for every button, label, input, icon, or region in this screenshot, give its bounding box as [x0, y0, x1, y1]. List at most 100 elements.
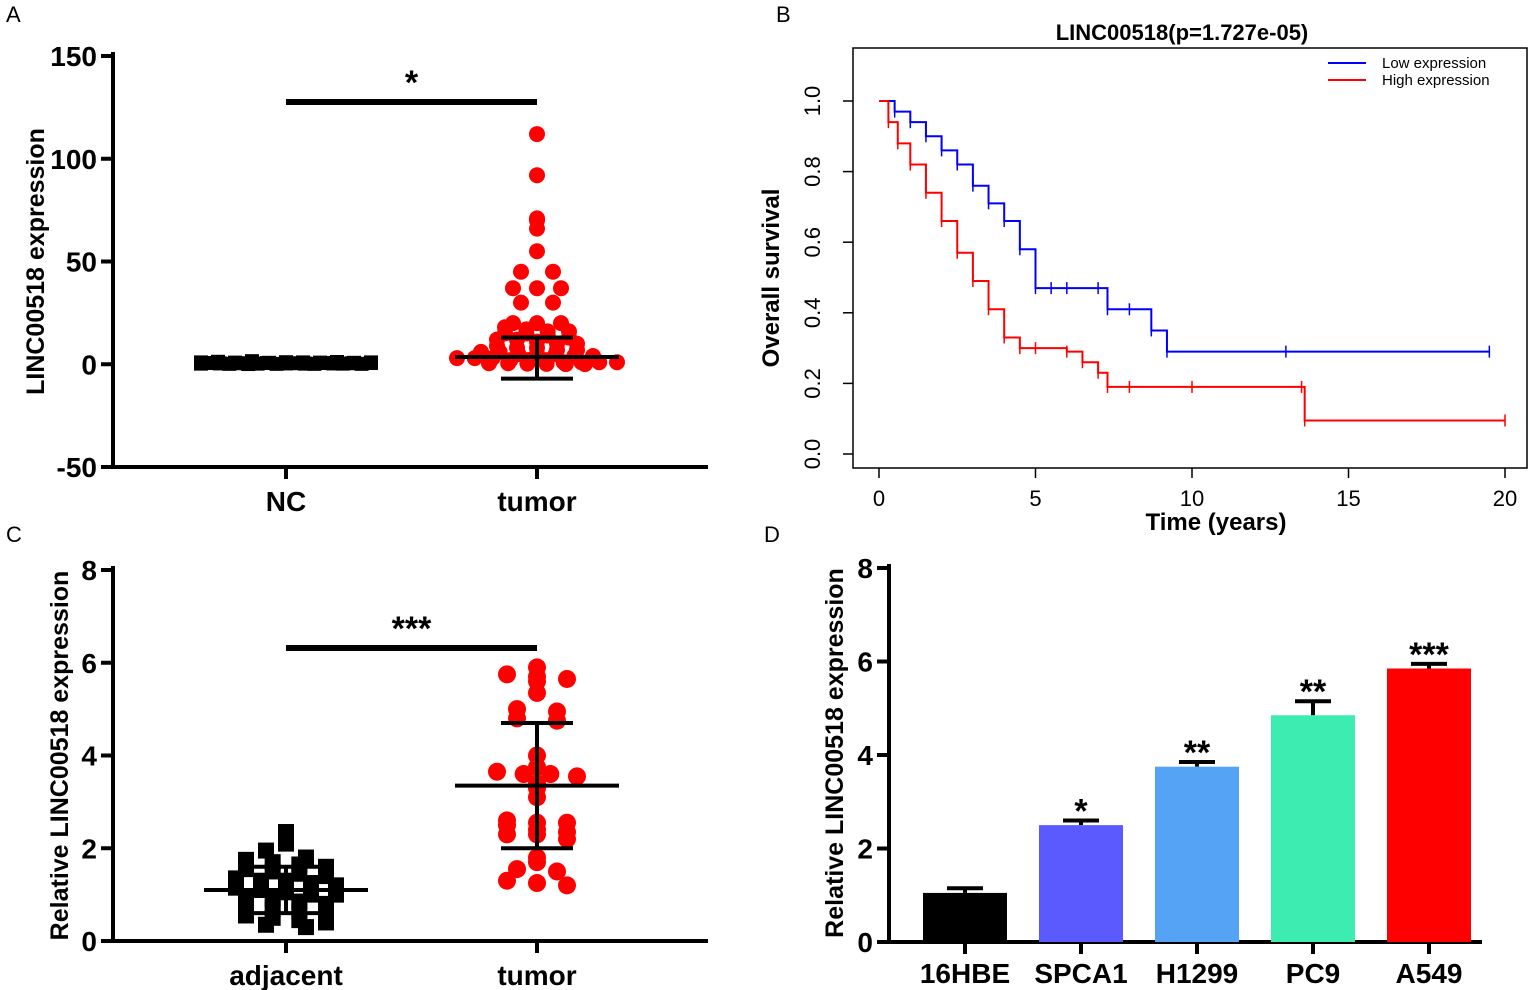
data-point	[568, 767, 586, 786]
bar-a549	[1387, 668, 1471, 942]
data-point	[514, 765, 533, 784]
data-point	[545, 294, 561, 311]
bar-h1299	[1155, 766, 1239, 942]
legend-label: High expression	[1382, 72, 1490, 89]
y-tick-label: -50	[57, 452, 97, 483]
x-tick-label: NC	[266, 486, 306, 517]
y-tick-label: 0.0	[800, 439, 825, 470]
y-tick-label: 2	[81, 833, 97, 864]
x-axis-title: Time (years)	[1146, 509, 1287, 536]
data-point	[513, 294, 529, 311]
panel-a-dot-plot: -50 0 50 100 150 NC tumor LINC00518 expression *	[22, 41, 708, 517]
y-tick-label: 50	[66, 247, 97, 278]
y-tick-label: 8	[857, 553, 873, 584]
y-tick-label: 0	[857, 927, 873, 958]
survival-curve-high	[879, 100, 1505, 422]
data-point	[318, 914, 334, 931]
bar-spca1	[1039, 825, 1123, 942]
data-point	[558, 876, 576, 895]
x-tick-label: PC9	[1286, 958, 1340, 989]
y-tick-label: 150	[50, 41, 97, 72]
data-point	[529, 280, 545, 297]
panel-b-survival-plot: LINC00518(p=1.727e-05) 0 5 10 15 20 0.0 0.2 0.4 0…	[758, 20, 1528, 536]
data-point	[513, 263, 529, 280]
y-axis-title: Relative LINC00518 expression	[821, 568, 849, 938]
panel-label-b: B	[776, 2, 791, 27]
data-point	[558, 669, 576, 688]
survival-curve-low	[879, 100, 1490, 353]
y-tick-label: 0.6	[800, 227, 825, 258]
x-tick-label: 15	[1336, 486, 1360, 511]
data-point	[541, 765, 560, 784]
y-tick-label: 0.2	[800, 368, 825, 399]
data-point	[238, 907, 254, 924]
data-point	[488, 762, 506, 781]
y-tick-label: 8	[81, 555, 97, 586]
data-point	[364, 356, 378, 371]
y-axis-title: Relative LINC00518 expression	[46, 571, 74, 941]
data-point	[528, 683, 546, 702]
significance-label: ***	[1409, 636, 1449, 674]
data-point	[529, 167, 545, 184]
data-point	[553, 280, 569, 297]
x-tick-label: 20	[1493, 486, 1517, 511]
data-point	[498, 825, 516, 844]
y-axis-title: LINC00518 expression	[22, 128, 50, 395]
data-point	[498, 665, 516, 684]
y-tick-label: 0.4	[800, 298, 825, 329]
y-tick-label: 4	[857, 740, 873, 771]
data-point	[529, 220, 545, 237]
data-point	[528, 853, 546, 872]
data-point	[558, 829, 576, 848]
x-tick-label: A549	[1396, 958, 1463, 989]
data-point	[545, 263, 561, 280]
significance-label: *	[405, 64, 419, 102]
y-tick-label: 2	[857, 834, 873, 865]
data-point	[529, 243, 545, 260]
panel-d-bar-chart: 0 2 4 6 8 Relative LINC00518 expression 16HBE S…	[821, 553, 1482, 989]
y-tick-label: 4	[81, 741, 97, 772]
panel-label-d: D	[764, 522, 780, 547]
y-axis-title: Overall survival	[758, 189, 785, 368]
y-tick-label: 6	[857, 647, 873, 678]
panel-label-a: A	[6, 2, 21, 27]
data-point	[577, 356, 593, 373]
data-point	[519, 355, 536, 372]
significance-label: **	[1184, 734, 1211, 772]
bar-pc9	[1271, 715, 1355, 942]
y-tick-label: 0	[81, 926, 97, 957]
data-point	[548, 711, 566, 730]
legend-label: Low expression	[1382, 55, 1486, 72]
data-point	[529, 126, 545, 143]
y-tick-label: 0	[81, 349, 97, 380]
x-tick-label: 16HBE	[920, 958, 1010, 989]
y-tick-label: 100	[50, 144, 97, 175]
data-point	[538, 355, 555, 372]
data-point	[298, 919, 314, 936]
data-point	[548, 862, 566, 881]
x-tick-label: adjacent	[229, 960, 343, 990]
chart-title: LINC00518(p=1.727e-05)	[1056, 20, 1309, 45]
panel-c-dot-plot: 0 2 4 6 8 adjacent tumor Relative LINC00518 exp…	[46, 555, 708, 990]
data-point	[278, 835, 294, 852]
x-tick-label: SPCA1	[1034, 958, 1127, 989]
significance-label: **	[1300, 673, 1327, 711]
data-point	[505, 280, 521, 297]
data-point	[258, 916, 274, 933]
x-tick-label: 5	[1029, 486, 1041, 511]
bar-16hbe	[923, 892, 1007, 942]
x-tick-label: tumor	[497, 960, 576, 990]
x-tick-label: 10	[1180, 486, 1204, 511]
panel-label-c: C	[6, 522, 22, 547]
data-point	[498, 871, 516, 890]
x-tick-label: 0	[873, 486, 885, 511]
y-tick-label: 0.8	[800, 156, 825, 187]
data-point	[528, 874, 546, 893]
data-point	[557, 356, 574, 373]
significance-label: *	[1074, 792, 1088, 830]
data-point	[481, 355, 497, 372]
significance-label: ***	[392, 610, 432, 648]
x-tick-label: tumor	[497, 486, 576, 517]
y-tick-label: 1.0	[800, 86, 825, 117]
